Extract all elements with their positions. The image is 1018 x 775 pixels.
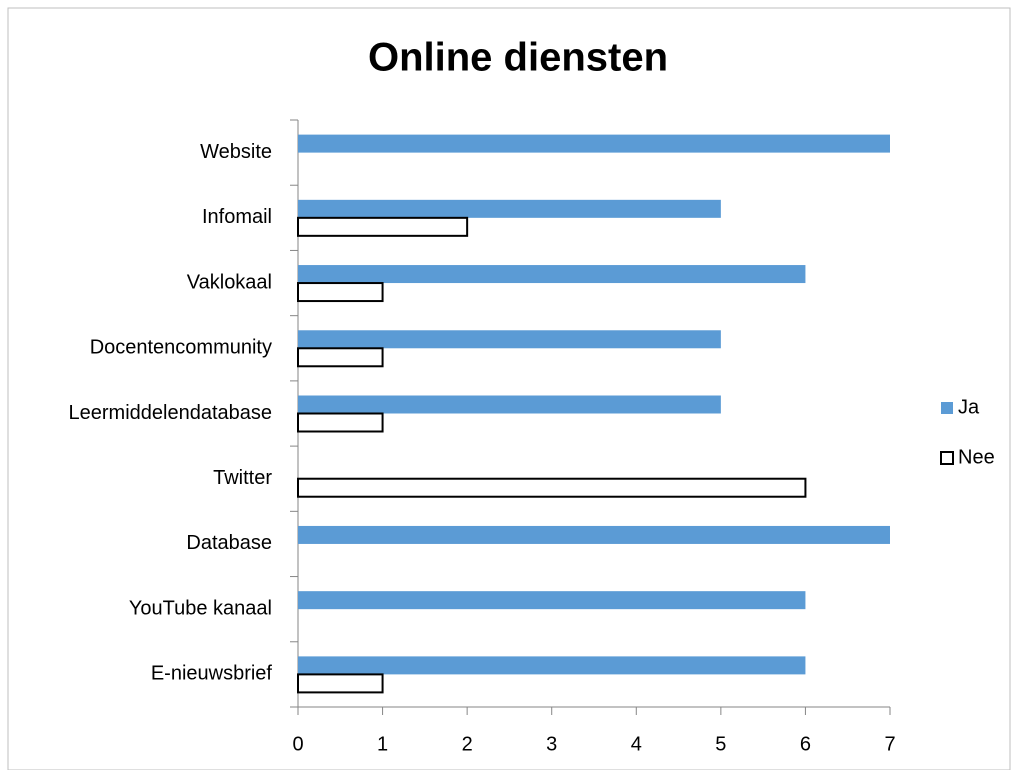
y-tick-label: YouTube kanaal (129, 597, 272, 619)
legend-label: Nee (958, 446, 995, 468)
x-tick-label: 3 (546, 733, 557, 755)
bar (298, 330, 721, 349)
bar (297, 282, 384, 303)
bar (298, 265, 806, 284)
legend-swatch (940, 451, 954, 465)
chart-frame (7, 7, 1011, 771)
bar (297, 673, 384, 694)
bar (297, 412, 384, 433)
y-tick-label: Leermiddelendatabase (69, 402, 273, 424)
legend-swatch (941, 402, 953, 414)
y-tick-label: Vaklokaal (187, 271, 272, 293)
x-tick-label: 4 (631, 733, 642, 755)
x-tick-label: 5 (715, 733, 726, 755)
bar (298, 395, 721, 414)
x-tick-label: 7 (884, 733, 895, 755)
x-tick-label: 0 (292, 733, 303, 755)
y-tick-label: Database (186, 532, 272, 554)
y-tick-label: Docentencommunity (90, 337, 272, 359)
legend-label: Ja (958, 396, 980, 418)
y-tick-label: Infomail (202, 206, 272, 228)
x-tick-label: 1 (377, 733, 388, 755)
x-tick-label: 6 (800, 733, 811, 755)
bar (298, 134, 890, 153)
bar (298, 656, 806, 675)
bar (298, 525, 890, 544)
bar (298, 591, 806, 610)
bar (298, 199, 721, 218)
y-tick-label: Website (200, 141, 272, 163)
y-tick-label: Twitter (213, 467, 272, 489)
bar (297, 347, 384, 368)
bar (297, 216, 469, 237)
y-tick-label: E-nieuwsbrief (151, 663, 273, 685)
bar (297, 477, 807, 498)
chart-title: Online diensten (368, 36, 668, 80)
x-tick-label: 2 (462, 733, 473, 755)
